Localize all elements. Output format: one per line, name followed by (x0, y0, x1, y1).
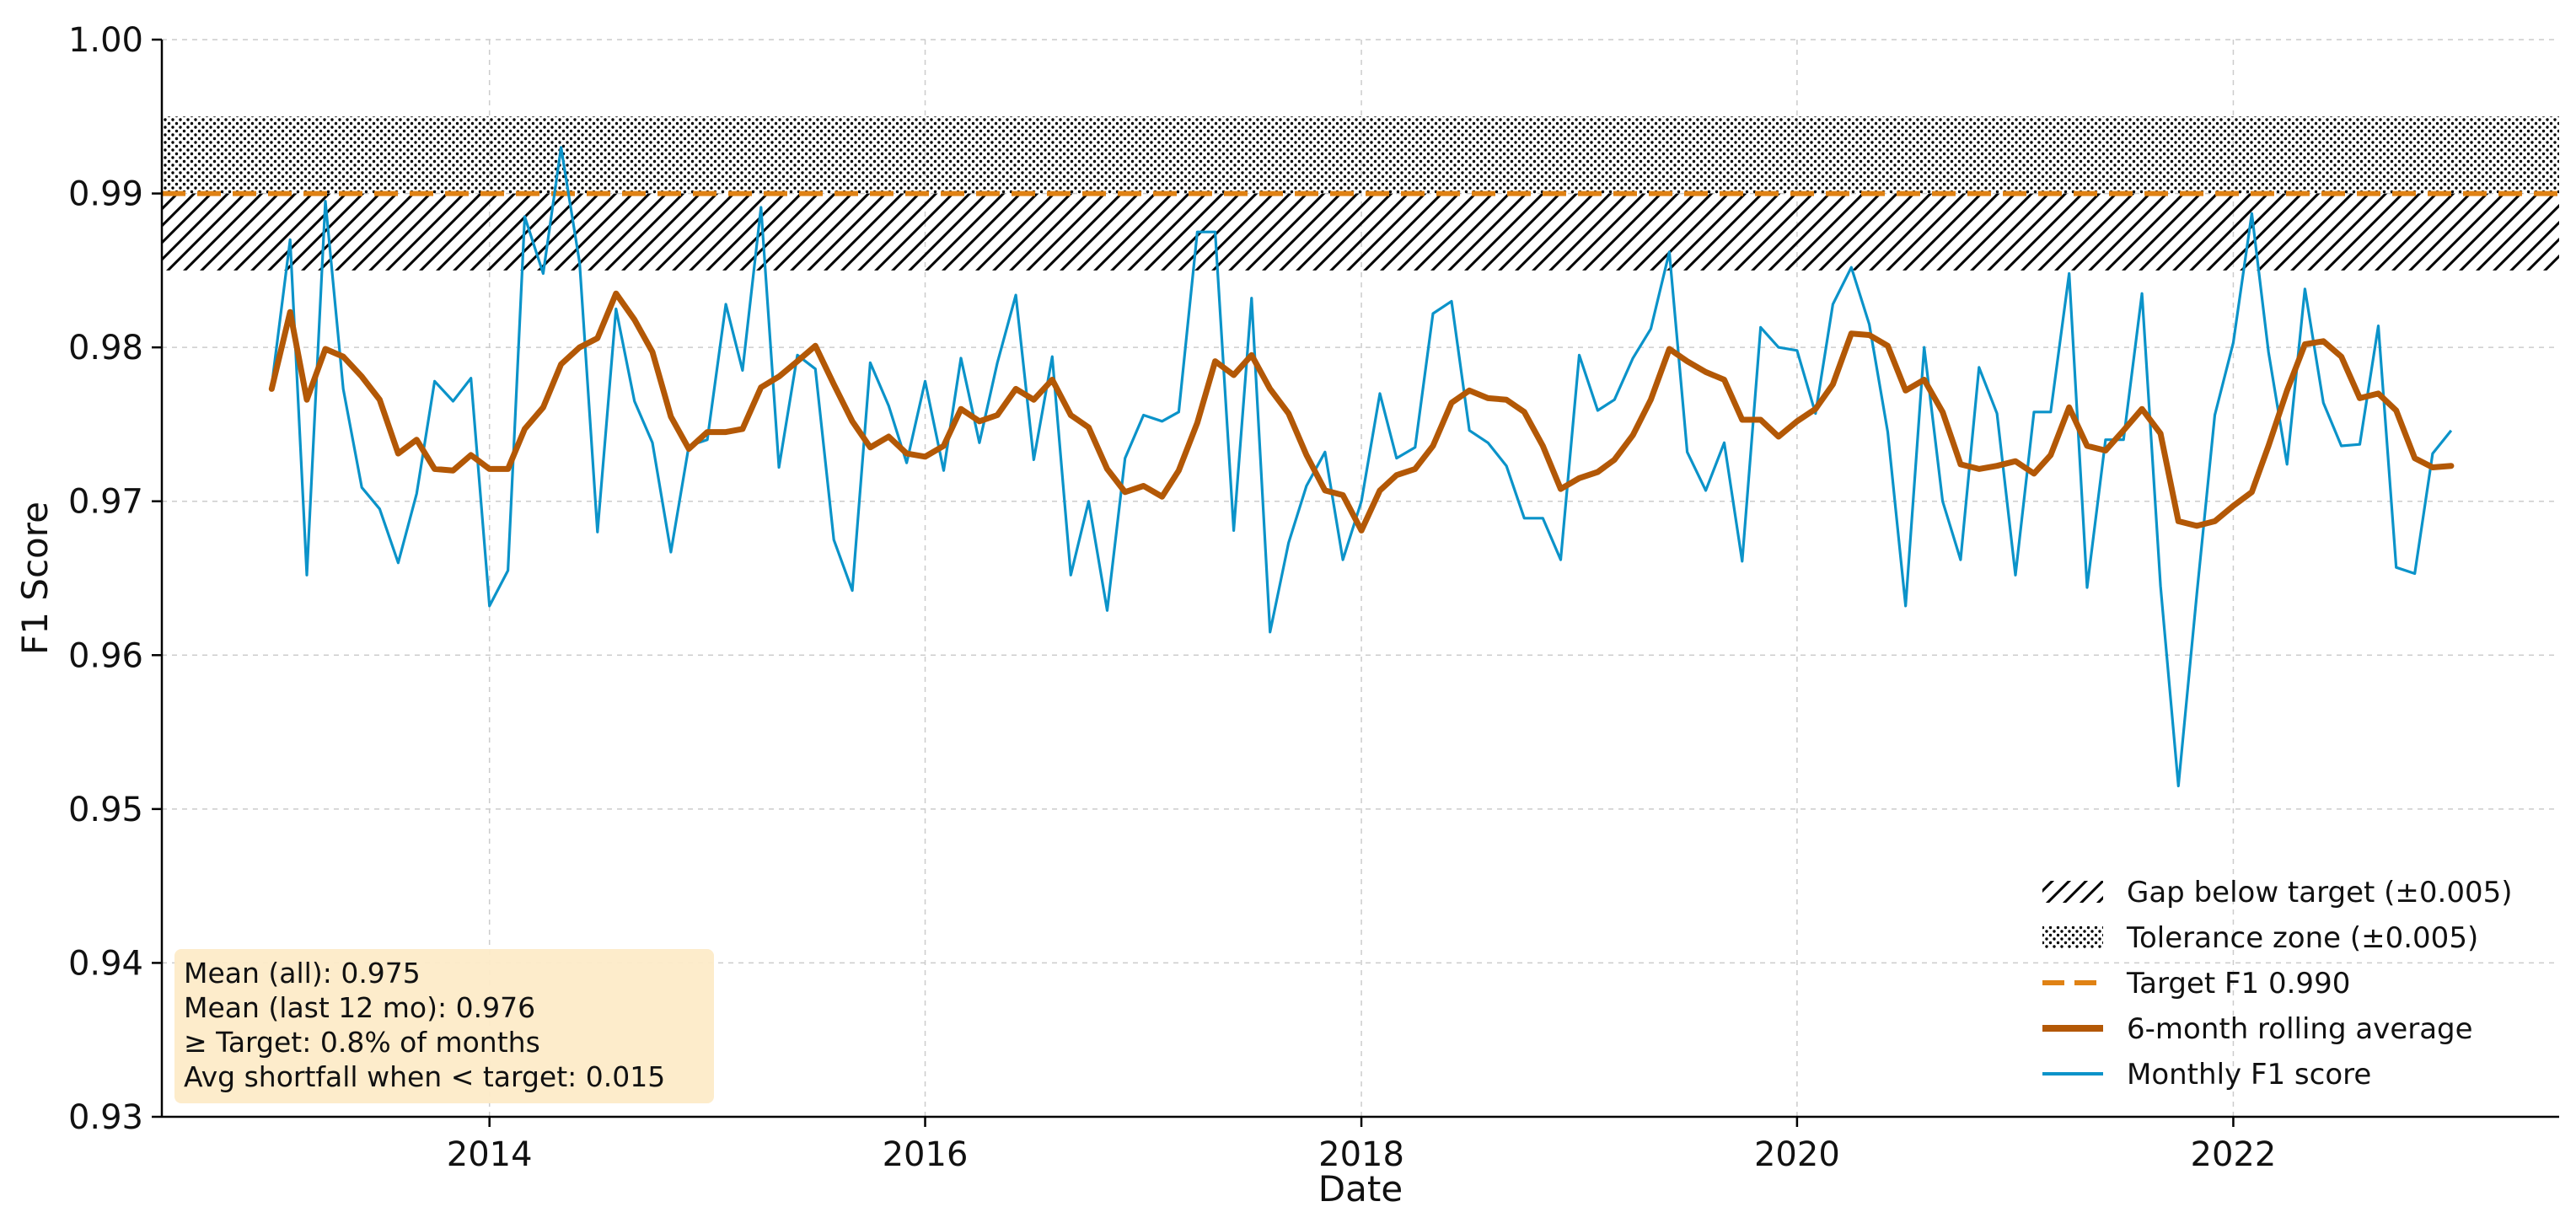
legend-label: Target F1 0.990 (2126, 967, 2350, 1000)
legend: Gap below target (±0.005) Tolerance zone … (2042, 876, 2512, 1092)
tolerance-band (162, 116, 2559, 194)
y-axis-label: F1 Score (14, 502, 56, 655)
tick-labels: 0.93 0.94 0.95 0.96 0.97 0.98 0.99 1.00 2014 2016… (68, 21, 2276, 1174)
legend-label: Gap below target (±0.005) (2127, 876, 2512, 909)
y-tick-label: 0.97 (68, 483, 143, 522)
legend-swatch-gap (2042, 881, 2103, 903)
gap-band (162, 193, 2559, 271)
stats-line: ≥ Target: 0.8% of months (184, 1026, 540, 1059)
y-tick-label: 1.00 (68, 21, 143, 60)
rolling-average-line (268, 290, 2455, 534)
y-tick-label: 0.98 (68, 329, 143, 367)
y-tick-label: 0.99 (68, 175, 143, 214)
x-tick-label: 2016 (883, 1135, 969, 1174)
stats-line: Avg shortfall when < target: 0.015 (184, 1060, 665, 1093)
stats-box-background (174, 949, 714, 1103)
x-tick-label: 2014 (447, 1135, 533, 1174)
series-lines (268, 146, 2455, 788)
x-tick-label: 2022 (2191, 1135, 2277, 1174)
legend-label: 6-month rolling average (2127, 1012, 2473, 1046)
y-tick-label: 0.94 (68, 944, 143, 983)
y-tick-label: 0.95 (68, 791, 143, 829)
x-tick-label: 2018 (1318, 1135, 1404, 1174)
x-tick-label: 2020 (1754, 1135, 1840, 1174)
y-tick-label: 0.93 (68, 1098, 143, 1137)
legend-label: Tolerance zone (±0.005) (2126, 921, 2478, 955)
target-bands (162, 116, 2559, 271)
stats-line: Mean (last 12 mo): 0.976 (184, 991, 535, 1024)
legend-swatch-tolerance (2042, 926, 2103, 948)
stats-line: Mean (all): 0.975 (184, 957, 421, 990)
y-tick-label: 0.96 (68, 636, 143, 675)
legend-label: Monthly F1 score (2127, 1058, 2371, 1092)
x-axis-label: Date (1318, 1168, 1403, 1210)
monthly-f1-line (270, 146, 2453, 788)
